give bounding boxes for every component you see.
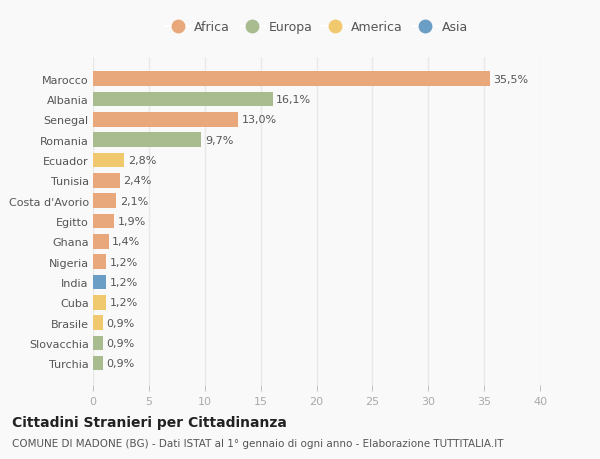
Text: 1,4%: 1,4% [112, 237, 140, 247]
Bar [93, 73, 490, 87]
Bar [93, 174, 120, 188]
Text: 2,1%: 2,1% [120, 196, 148, 206]
Bar [93, 194, 116, 208]
Text: 35,5%: 35,5% [493, 75, 528, 84]
Legend: Africa, Europa, America, Asia: Africa, Europa, America, Asia [165, 21, 468, 34]
Text: 9,7%: 9,7% [205, 135, 233, 146]
Text: 0,9%: 0,9% [106, 358, 134, 368]
Bar [93, 336, 103, 350]
Bar [93, 356, 103, 370]
Text: 16,1%: 16,1% [276, 95, 311, 105]
Bar [93, 275, 106, 290]
Bar [93, 214, 114, 229]
Text: 13,0%: 13,0% [242, 115, 277, 125]
Bar [93, 153, 124, 168]
Bar [93, 235, 109, 249]
Text: 0,9%: 0,9% [106, 318, 134, 328]
Text: 1,2%: 1,2% [110, 277, 138, 287]
Bar [93, 133, 202, 148]
Text: 1,9%: 1,9% [118, 217, 146, 226]
Bar [93, 295, 106, 310]
Text: 1,2%: 1,2% [110, 297, 138, 308]
Text: 2,4%: 2,4% [123, 176, 152, 186]
Text: COMUNE DI MADONE (BG) - Dati ISTAT al 1° gennaio di ogni anno - Elaborazione TUT: COMUNE DI MADONE (BG) - Dati ISTAT al 1°… [12, 438, 503, 448]
Text: 0,9%: 0,9% [106, 338, 134, 348]
Bar [93, 315, 103, 330]
Text: Cittadini Stranieri per Cittadinanza: Cittadini Stranieri per Cittadinanza [12, 415, 287, 429]
Bar [93, 93, 273, 107]
Bar [93, 113, 238, 128]
Text: 2,8%: 2,8% [128, 156, 156, 166]
Bar [93, 255, 106, 269]
Text: 1,2%: 1,2% [110, 257, 138, 267]
